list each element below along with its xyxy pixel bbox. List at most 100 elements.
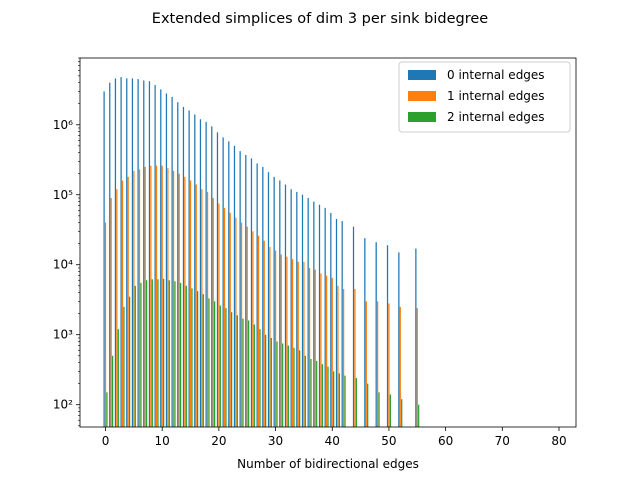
bar-series0-x48 <box>375 242 377 427</box>
bar-series2-x41 <box>338 373 340 427</box>
bar-series2-x29 <box>270 337 272 427</box>
bar-series1-x42 <box>342 289 345 427</box>
bar-series1-x1 <box>110 197 112 427</box>
bar-series2-x46 <box>367 383 369 427</box>
bar-series1-x21 <box>223 207 226 427</box>
legend-box <box>398 61 571 133</box>
bar-series2-x33 <box>293 347 295 427</box>
bar-series2-x17 <box>202 294 204 427</box>
y-tick-label-1000000: 10⁶ <box>53 118 73 132</box>
bar-series1-x13 <box>178 173 180 427</box>
bar-series2-x14 <box>185 285 187 427</box>
bar-series1-x55 <box>416 308 418 427</box>
bar-series1-x15 <box>189 180 192 427</box>
bar-series0-x9 <box>154 85 156 427</box>
bar-series2-x9 <box>157 279 159 427</box>
bar-series1-x11 <box>167 168 169 427</box>
bar-series1-x19 <box>212 197 214 427</box>
bar-series0-x30 <box>273 176 275 427</box>
bar-series1-x2 <box>116 189 118 427</box>
bar-series2-x30 <box>276 341 278 427</box>
bar-series2-x38 <box>321 364 323 427</box>
bar-series0-x10 <box>160 89 162 428</box>
bar-series2-x6 <box>140 282 142 427</box>
bar-series0-x6 <box>137 79 139 427</box>
legend-swatch-0 <box>408 70 436 80</box>
bar-series2-x5 <box>134 285 136 427</box>
bar-series1-x9 <box>155 165 158 427</box>
bar-series1-x12 <box>172 170 175 428</box>
bar-series2-x50 <box>389 394 391 427</box>
bar-series1-x33 <box>291 259 294 427</box>
bar-series2-x52 <box>401 399 403 427</box>
y-tick-label-1000: 10³ <box>53 328 73 342</box>
bar-series1-x26 <box>252 231 254 427</box>
bar-series0-x27 <box>256 163 258 427</box>
x-tick-label-70: 70 <box>495 434 510 448</box>
bar-series0-x2 <box>114 78 117 428</box>
bar-series2-x23 <box>236 315 238 427</box>
bar-series0-x24 <box>239 151 241 427</box>
bar-series2-x20 <box>219 305 221 427</box>
bar-series1-x7 <box>144 166 146 427</box>
bar-series2-x35 <box>304 355 306 427</box>
bar-series1-x30 <box>274 250 277 427</box>
bar-series0-x38 <box>318 204 321 427</box>
bar-series0-x36 <box>307 197 309 427</box>
bar-series2-x24 <box>242 318 244 427</box>
x-tick-label-40: 40 <box>325 434 340 448</box>
bar-series2-x44 <box>355 378 357 427</box>
bar-series0-x23 <box>233 145 236 427</box>
bar-series2-x19 <box>214 301 216 427</box>
x-tick-label-20: 20 <box>211 434 226 448</box>
x-tick-label-30: 30 <box>268 434 283 448</box>
bar-series0-x28 <box>262 166 264 427</box>
x-tick-label-10: 10 <box>155 434 170 448</box>
chart-title: Extended simplices of dim 3 per sink bid… <box>152 11 488 27</box>
bar-series2-x40 <box>333 371 335 427</box>
bar-series1-x16 <box>195 184 197 427</box>
bar-series2-x27 <box>259 329 261 427</box>
bar-series1-x8 <box>150 165 152 427</box>
bar-series2-x28 <box>265 334 267 427</box>
bar-series0-x29 <box>267 172 270 427</box>
bar-series1-x20 <box>218 203 220 427</box>
bar-series0-x46 <box>364 238 366 427</box>
bar-series1-x23 <box>235 217 237 427</box>
bar-series1-x25 <box>246 226 248 427</box>
bar-series0-x0 <box>103 91 105 427</box>
bar-series2-x0 <box>106 392 108 427</box>
legend-swatch-2 <box>408 112 436 122</box>
bar-series2-x15 <box>191 288 193 427</box>
bar-series2-x4 <box>128 296 131 427</box>
bar-series2-x8 <box>151 279 153 427</box>
bar-series1-x37 <box>314 269 316 427</box>
bar-series2-x2 <box>117 329 119 427</box>
bar-series1-x36 <box>308 267 311 427</box>
legend: 0 internal edges 1 internal edges 2 intern… <box>398 61 571 133</box>
bar-series0-x41 <box>335 219 338 427</box>
legend-label-0: 0 internal edges <box>447 68 545 82</box>
bar-series1-x3 <box>121 180 124 427</box>
bar-series0-x3 <box>120 77 122 427</box>
bar-series2-x1 <box>111 355 114 427</box>
bar-series0-x52 <box>398 252 400 427</box>
x-tick-label-80: 80 <box>551 434 566 448</box>
y-tick-label-10000: 10⁴ <box>53 258 73 272</box>
bar-series0-x15 <box>188 110 190 428</box>
bar-series1-x44 <box>354 289 356 427</box>
y-tick-label-100000: 10⁵ <box>53 188 73 202</box>
bar-series2-x32 <box>287 345 289 427</box>
bar-series0-x34 <box>296 191 298 427</box>
bar-series2-x34 <box>299 350 301 427</box>
bar-series1-x22 <box>229 212 231 427</box>
bar-series2-x3 <box>123 306 125 427</box>
bar-series0-x33 <box>290 189 292 427</box>
bar-series0-x14 <box>182 106 185 427</box>
bar-series1-x41 <box>337 285 339 427</box>
bar-series0-x35 <box>301 194 304 427</box>
bar-series2-x10 <box>162 278 165 427</box>
legend-label-2: 2 internal edges <box>447 110 545 124</box>
